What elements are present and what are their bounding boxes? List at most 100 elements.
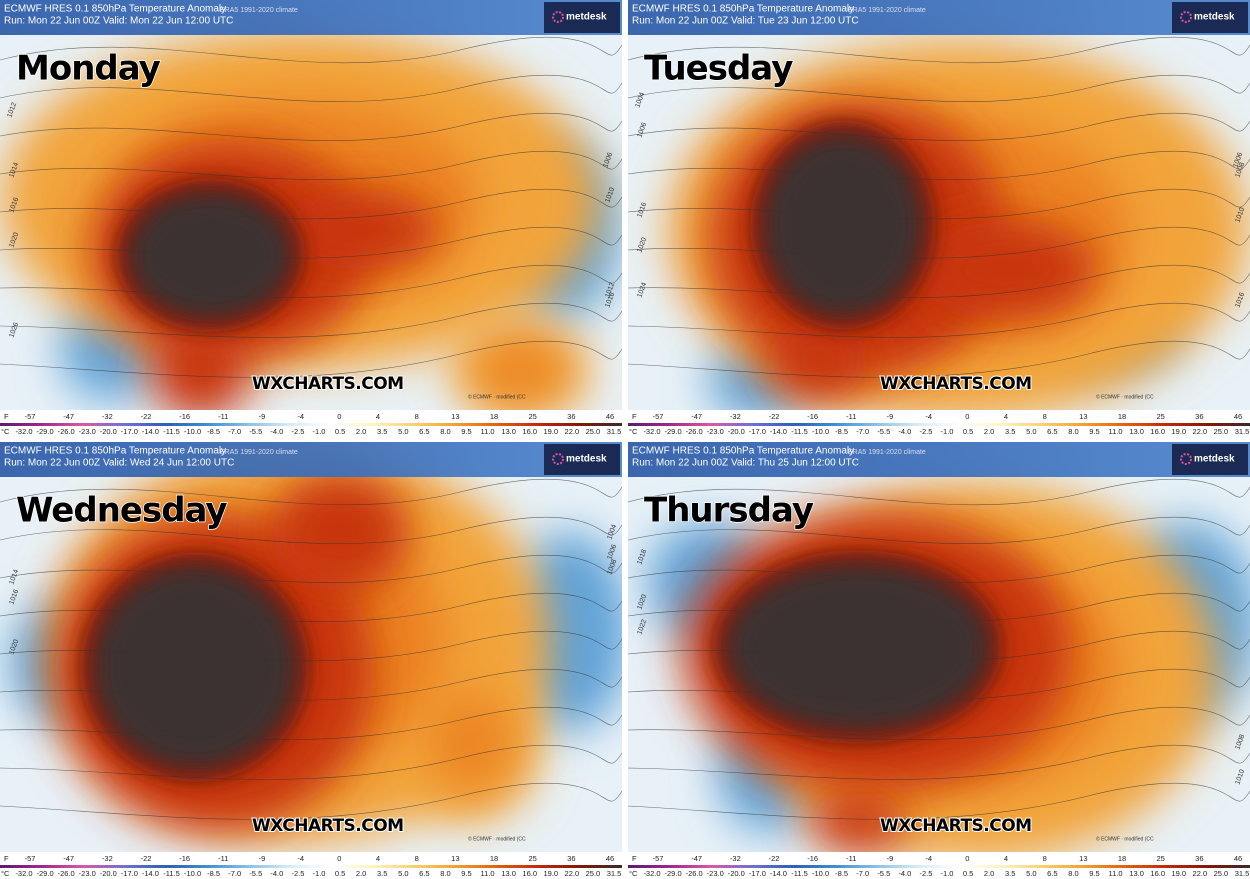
run-valid: Run: Mon 22 Jun 00Z Valid: Mon 22 Jun 12… [4, 16, 233, 27]
colorbar-f-label: -11 [218, 854, 228, 863]
isobar-label: 1016 [8, 197, 20, 214]
colorbar-c-label: 25.0 [1214, 427, 1229, 436]
day-label: Monday [16, 49, 161, 89]
colorbar-f-label: -11 [846, 854, 856, 863]
colorbar-f-label: 4 [1004, 412, 1008, 421]
colorbar-c-label: -20.0 [100, 869, 117, 878]
colorbar-f-label: 46 [606, 412, 614, 421]
isobar [628, 36, 1250, 64]
isobar [628, 264, 1250, 298]
colorbar-c-label: -11.5 [163, 427, 180, 436]
climate-note: ERA5 1991-2020 climate [220, 449, 298, 456]
warm-anomaly [478, 340, 562, 400]
isobar-label: 1018 [636, 549, 648, 566]
isobar-label: 1020 [636, 237, 648, 254]
colorbar-c-label: 13.0 [501, 869, 516, 878]
colorbar-c-label: -7.0 [856, 869, 869, 878]
logo-icon [552, 453, 564, 465]
colorbar-c-label: -8.5 [835, 427, 848, 436]
colorbar-c-label: 3.5 [1005, 869, 1015, 878]
colorbar-f-label: 8 [1043, 854, 1047, 863]
isobar-label: 1024 [636, 282, 648, 299]
colorbar-f-label: -22 [141, 412, 152, 421]
logo-box [1172, 2, 1248, 33]
colorbar-c-label: 8.0 [1068, 427, 1078, 436]
isobar [628, 630, 1250, 662]
colorbar-f-label: -11 [846, 412, 856, 421]
watermark: WXCHARTS.COM [880, 816, 1032, 836]
colorbar-c-label: -14.0 [142, 869, 159, 878]
hot-anomaly [270, 472, 410, 592]
colorbar-c-label: -26.0 [58, 869, 75, 878]
hot-anomaly [768, 320, 868, 400]
isobar-label: 1006 [602, 152, 614, 169]
colorbar-unit-c: °C [1, 427, 10, 436]
colorbar-c-label: -10.0 [184, 869, 201, 878]
colorbar-c-label: -17.0 [121, 869, 138, 878]
colorbar-c-label: -7.0 [228, 869, 241, 878]
colorbar-c-label: 13.0 [1129, 427, 1144, 436]
extreme-anomaly-core [95, 567, 295, 767]
colorbar-c-label: -2.5 [291, 427, 304, 436]
colorbar-f-label: -47 [63, 854, 74, 863]
isobar [0, 706, 622, 740]
colorbar-f-label: 46 [606, 854, 614, 863]
colorbar-f-label: -57 [25, 854, 36, 863]
climate-note: ERA5 1991-2020 climate [220, 7, 298, 14]
colorbar-f-label: 8 [1043, 412, 1047, 421]
colorbar-c-label: -23.0 [79, 869, 96, 878]
colorbar-f-label: -22 [769, 412, 780, 421]
colorbar-c-label: -32.0 [643, 427, 660, 436]
isobar-label: 1014 [8, 162, 20, 179]
map-field [628, 442, 1250, 852]
colorbar-c-label: 5.0 [1026, 869, 1036, 878]
colorbar-c-label: 19.0 [1171, 869, 1186, 878]
chart-title: ECMWF HRES 0.1 850hPa Temperature Anomal… [4, 446, 226, 457]
map-panel: ECMWF HRES 0.1 850hPa Temperature Anomal… [628, 442, 1250, 879]
colorbar-c-label: -7.0 [228, 427, 241, 436]
colorbar-f-label: -16 [179, 854, 190, 863]
isobar-label: 1016 [604, 292, 616, 309]
isobar [0, 226, 622, 259]
day-label: Wednesday [16, 491, 227, 531]
colorbar-f-label: -57 [25, 412, 36, 421]
isobar [0, 630, 622, 662]
isobar [628, 302, 1250, 338]
isobar [628, 706, 1250, 740]
isobar-label: 1010 [604, 187, 616, 204]
isobar [628, 478, 1250, 506]
colorbar-c-label: -29.0 [37, 869, 54, 878]
colorbar-c-label: -20.0 [728, 427, 745, 436]
header-band [0, 442, 622, 477]
colorbar-f-label: -47 [691, 854, 702, 863]
isobar-label: 1016 [636, 202, 648, 219]
colorbar-c-label: -5.5 [877, 869, 890, 878]
header-band [628, 442, 1250, 477]
colorbar-f-label: 36 [1195, 854, 1203, 863]
hot-anomaly [150, 320, 250, 410]
isobar-label: 1026 [8, 322, 20, 339]
colorbar-c-label: 22.0 [565, 869, 580, 878]
chart-title: ECMWF HRES 0.1 850hPa Temperature Anomal… [632, 446, 854, 457]
isobar [0, 478, 622, 506]
logo-icon [1180, 11, 1192, 23]
colorbar-f-label: 4 [376, 412, 380, 421]
map-field [628, 0, 1250, 410]
colorbar-c-label: -1.0 [941, 427, 954, 436]
isobar [628, 554, 1250, 583]
isobar [628, 226, 1250, 259]
colorbar-c-label: -23.0 [707, 869, 724, 878]
colorbar-c-label: -8.5 [835, 869, 848, 878]
colorbar-c-label: -11.5 [791, 427, 808, 436]
logo-box [544, 2, 620, 33]
colorbar-f-label: -4 [297, 412, 304, 421]
isobar [628, 744, 1250, 780]
credit: © ECMWF · modified (CC [1096, 393, 1154, 400]
colorbar-c-label: -5.5 [877, 427, 890, 436]
colorbar-c-label: 0.5 [335, 427, 345, 436]
colorbar-f-label: -47 [691, 412, 702, 421]
colorbar-c-label: -26.0 [686, 427, 703, 436]
colorbar-c-label: 11.0 [1109, 427, 1123, 436]
colorbar [0, 865, 622, 868]
